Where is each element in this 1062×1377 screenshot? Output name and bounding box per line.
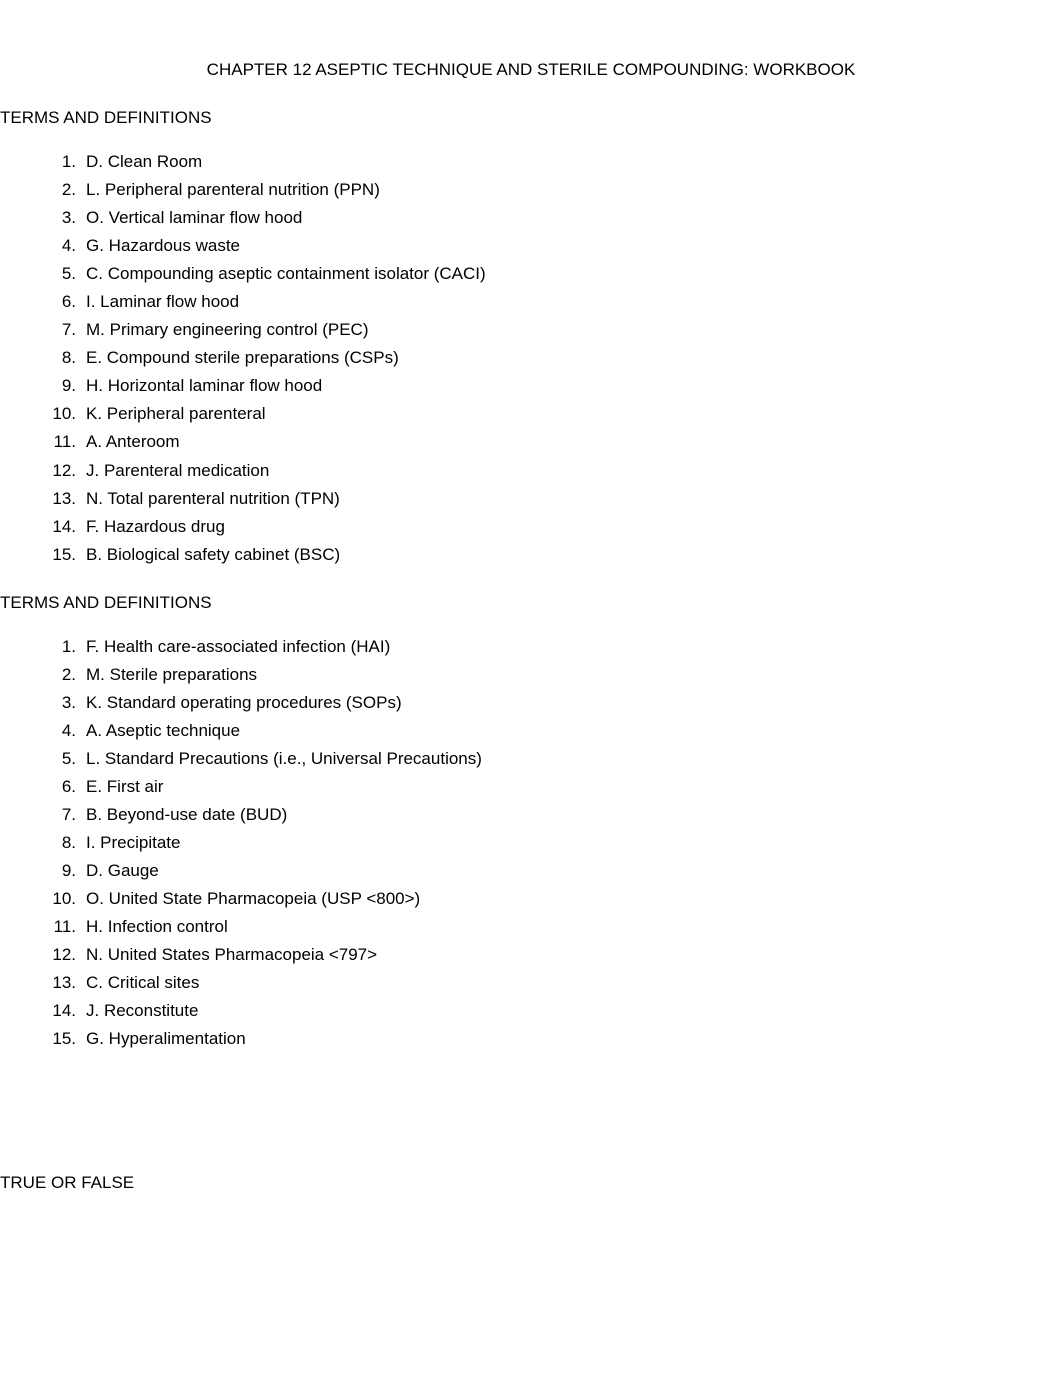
list-text: F. Hazardous drug bbox=[86, 513, 1062, 541]
list-number: 6. bbox=[52, 773, 86, 801]
list-text: M. Primary engineering control (PEC) bbox=[86, 316, 1062, 344]
list-item: 7. M. Primary engineering control (PEC) bbox=[52, 316, 1062, 344]
list-text: B. Beyond-use date (BUD) bbox=[86, 801, 1062, 829]
list-item: 13. N. Total parenteral nutrition (TPN) bbox=[52, 485, 1062, 513]
list-number: 4. bbox=[52, 232, 86, 260]
list-number: 10. bbox=[52, 885, 86, 913]
list-item: 2. L. Peripheral parenteral nutrition (P… bbox=[52, 176, 1062, 204]
list-text: E. Compound sterile preparations (CSPs) bbox=[86, 344, 1062, 372]
list-text: F. Health care-associated infection (HAI… bbox=[86, 633, 1062, 661]
list-number: 15. bbox=[52, 1025, 86, 1053]
list-number: 15. bbox=[52, 541, 86, 569]
terms-list-1: 1. D. Clean Room 2. L. Peripheral parent… bbox=[0, 148, 1062, 569]
terms-list-2: 1. F. Health care-associated infection (… bbox=[0, 633, 1062, 1054]
list-text: J. Parenteral medication bbox=[86, 457, 1062, 485]
list-number: 5. bbox=[52, 260, 86, 288]
list-item: 9. H. Horizontal laminar flow hood bbox=[52, 372, 1062, 400]
list-item: 9. D. Gauge bbox=[52, 857, 1062, 885]
list-number: 6. bbox=[52, 288, 86, 316]
list-number: 8. bbox=[52, 829, 86, 857]
list-number: 1. bbox=[52, 148, 86, 176]
list-item: 5. L. Standard Precautions (i.e., Univer… bbox=[52, 745, 1062, 773]
list-number: 13. bbox=[52, 485, 86, 513]
list-number: 4. bbox=[52, 717, 86, 745]
list-text: I. Laminar flow hood bbox=[86, 288, 1062, 316]
list-text: L. Standard Precautions (i.e., Universal… bbox=[86, 745, 1062, 773]
list-text: O. Vertical laminar flow hood bbox=[86, 204, 1062, 232]
list-item: 3. K. Standard operating procedures (SOP… bbox=[52, 689, 1062, 717]
list-number: 11. bbox=[52, 913, 86, 941]
list-item: 7. B. Beyond-use date (BUD) bbox=[52, 801, 1062, 829]
list-item: 8. E. Compound sterile preparations (CSP… bbox=[52, 344, 1062, 372]
list-text: N. Total parenteral nutrition (TPN) bbox=[86, 485, 1062, 513]
list-item: 11. A. Anteroom bbox=[52, 428, 1062, 456]
list-number: 2. bbox=[52, 176, 86, 204]
section-heading-2: TERMS AND DEFINITIONS bbox=[0, 593, 1062, 613]
list-text: B. Biological safety cabinet (BSC) bbox=[86, 541, 1062, 569]
list-item: 5. C. Compounding aseptic containment is… bbox=[52, 260, 1062, 288]
list-item: 1. F. Health care-associated infection (… bbox=[52, 633, 1062, 661]
list-number: 2. bbox=[52, 661, 86, 689]
list-text: C. Compounding aseptic containment isola… bbox=[86, 260, 1062, 288]
list-item: 6. I. Laminar flow hood bbox=[52, 288, 1062, 316]
list-text: M. Sterile preparations bbox=[86, 661, 1062, 689]
list-item: 15. G. Hyperalimentation bbox=[52, 1025, 1062, 1053]
footer-heading: TRUE OR FALSE bbox=[0, 1173, 1062, 1193]
list-number: 7. bbox=[52, 316, 86, 344]
chapter-title: CHAPTER 12 ASEPTIC TECHNIQUE AND STERILE… bbox=[0, 60, 1062, 80]
list-text: O. United State Pharmacopeia (USP <800>) bbox=[86, 885, 1062, 913]
list-number: 12. bbox=[52, 941, 86, 969]
list-text: G. Hazardous waste bbox=[86, 232, 1062, 260]
list-text: D. Gauge bbox=[86, 857, 1062, 885]
list-item: 13. C. Critical sites bbox=[52, 969, 1062, 997]
list-text: A. Anteroom bbox=[86, 428, 1062, 456]
list-number: 10. bbox=[52, 400, 86, 428]
list-text: J. Reconstitute bbox=[86, 997, 1062, 1025]
list-item: 1. D. Clean Room bbox=[52, 148, 1062, 176]
list-item: 12. N. United States Pharmacopeia <797> bbox=[52, 941, 1062, 969]
list-item: 4. G. Hazardous waste bbox=[52, 232, 1062, 260]
list-item: 15. B. Biological safety cabinet (BSC) bbox=[52, 541, 1062, 569]
list-number: 7. bbox=[52, 801, 86, 829]
list-text: D. Clean Room bbox=[86, 148, 1062, 176]
list-item: 6. E. First air bbox=[52, 773, 1062, 801]
list-text: K. Peripheral parenteral bbox=[86, 400, 1062, 428]
list-number: 14. bbox=[52, 513, 86, 541]
list-number: 12. bbox=[52, 457, 86, 485]
list-item: 8. I. Precipitate bbox=[52, 829, 1062, 857]
list-number: 3. bbox=[52, 204, 86, 232]
list-item: 11. H. Infection control bbox=[52, 913, 1062, 941]
list-item: 14. J. Reconstitute bbox=[52, 997, 1062, 1025]
list-text: N. United States Pharmacopeia <797> bbox=[86, 941, 1062, 969]
list-text: I. Precipitate bbox=[86, 829, 1062, 857]
list-text: A. Aseptic technique bbox=[86, 717, 1062, 745]
list-item: 4. A. Aseptic technique bbox=[52, 717, 1062, 745]
list-text: H. Horizontal laminar flow hood bbox=[86, 372, 1062, 400]
list-item: 3. O. Vertical laminar flow hood bbox=[52, 204, 1062, 232]
list-text: H. Infection control bbox=[86, 913, 1062, 941]
list-number: 14. bbox=[52, 997, 86, 1025]
document-page: CHAPTER 12 ASEPTIC TECHNIQUE AND STERILE… bbox=[0, 60, 1062, 1193]
list-item: 10. K. Peripheral parenteral bbox=[52, 400, 1062, 428]
list-number: 9. bbox=[52, 857, 86, 885]
list-number: 5. bbox=[52, 745, 86, 773]
list-number: 9. bbox=[52, 372, 86, 400]
list-item: 12. J. Parenteral medication bbox=[52, 457, 1062, 485]
list-number: 3. bbox=[52, 689, 86, 717]
list-text: G. Hyperalimentation bbox=[86, 1025, 1062, 1053]
list-item: 2. M. Sterile preparations bbox=[52, 661, 1062, 689]
list-text: L. Peripheral parenteral nutrition (PPN) bbox=[86, 176, 1062, 204]
list-text: K. Standard operating procedures (SOPs) bbox=[86, 689, 1062, 717]
list-number: 8. bbox=[52, 344, 86, 372]
section-heading-1: TERMS AND DEFINITIONS bbox=[0, 108, 1062, 128]
list-number: 11. bbox=[52, 428, 86, 456]
list-text: E. First air bbox=[86, 773, 1062, 801]
list-item: 14. F. Hazardous drug bbox=[52, 513, 1062, 541]
list-number: 13. bbox=[52, 969, 86, 997]
list-number: 1. bbox=[52, 633, 86, 661]
list-item: 10. O. United State Pharmacopeia (USP <8… bbox=[52, 885, 1062, 913]
list-text: C. Critical sites bbox=[86, 969, 1062, 997]
